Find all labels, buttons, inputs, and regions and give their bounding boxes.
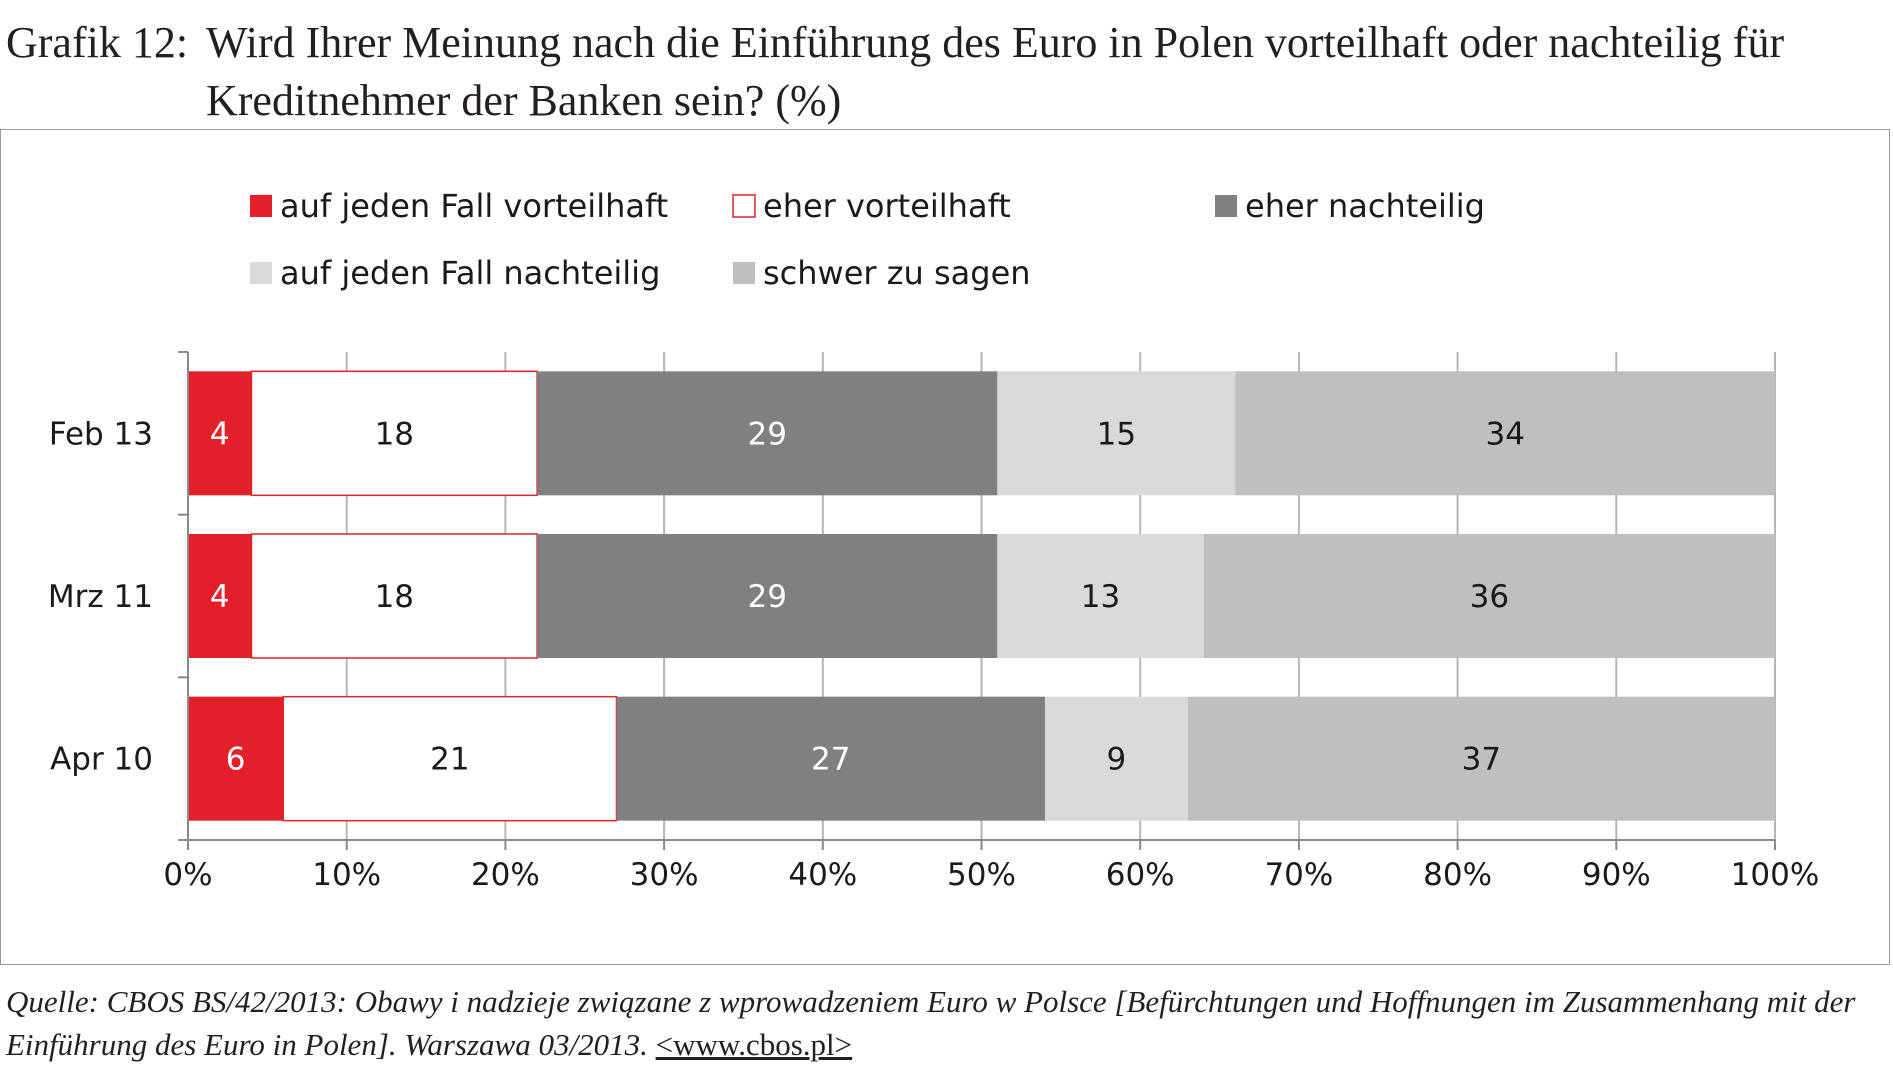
bar-segment [282, 695, 618, 822]
category-label: Feb 13 [49, 416, 153, 452]
bar-segment [1187, 696, 1775, 821]
bar-segment [1044, 696, 1188, 821]
bar-value-label: 4 [210, 416, 230, 452]
bar-segment [250, 370, 538, 497]
stacked-bar-chart: auf jeden Fall vorteilhaft eher vorteilha… [48, 187, 1820, 893]
bar-value-label: 9 [1107, 742, 1127, 778]
bar-value-label: 37 [1462, 742, 1501, 778]
legend-label: auf jeden Fall vorteilhaft [280, 187, 668, 225]
x-tick-label: 0% [163, 857, 212, 893]
bar-segment [537, 534, 998, 658]
bar-segment [250, 533, 538, 659]
legend-swatch [1215, 195, 1237, 217]
legend-swatch [250, 195, 272, 217]
legend-label: auf jeden Fall nachteilig [280, 254, 660, 292]
legend-label: eher nachteilig [1245, 187, 1485, 225]
bar-segment [188, 696, 284, 821]
bar-value-label: 15 [1097, 416, 1136, 452]
x-tick-label: 100% [1731, 857, 1820, 893]
bars: 4 18 29 15 34 4 18 29 13 36 6 21 27 9 37 [188, 370, 1775, 822]
x-tick-label: 10% [312, 857, 381, 893]
figure-title: Wird Ihrer Meinung nach die Einführung d… [206, 18, 1785, 125]
bar-value-label: 36 [1470, 579, 1509, 615]
bar-value-label: 18 [375, 416, 414, 452]
axes: 0% 10% 20% 30% 40% 50% 60% 70% 80% 90% 100% Feb 13 M… [48, 351, 1820, 893]
source-text: Quelle: CBOS BS/42/2013: Obawy i nadziej… [6, 984, 1856, 1062]
x-tick-label: 60% [1106, 857, 1175, 893]
bar-value-label: 27 [811, 742, 850, 778]
bar-segment [997, 371, 1236, 496]
x-tick-label: 70% [1264, 857, 1333, 893]
bar-value-label: 6 [226, 742, 246, 778]
bar-segment [616, 696, 1045, 821]
x-tick-label: 30% [630, 857, 699, 893]
bar-value-label: 29 [748, 416, 787, 452]
bar-value-label: 4 [210, 579, 230, 615]
bar-segment [537, 371, 998, 496]
bar-segment [997, 534, 1204, 658]
source-note: Quelle: CBOS BS/42/2013: Obawy i nadziej… [6, 980, 1886, 1066]
x-tick-label: 50% [947, 857, 1016, 893]
x-tick-label: 90% [1582, 857, 1651, 893]
legend-swatch [250, 262, 272, 284]
legend-label: eher vorteilhaft [763, 187, 1011, 225]
legend-swatch [732, 194, 756, 218]
legend: auf jeden Fall vorteilhaft eher vorteilha… [250, 187, 1485, 292]
bar-value-label: 34 [1485, 416, 1524, 452]
bar-value-label: 29 [748, 579, 787, 615]
category-label: Apr 10 [50, 742, 153, 778]
figure-number: Grafik 12: [6, 18, 189, 67]
bar-value-label: 13 [1081, 579, 1120, 615]
legend-swatch [733, 262, 755, 284]
category-label: Mrz 11 [48, 579, 153, 615]
x-tick-label: 20% [471, 857, 540, 893]
x-tick-label: 80% [1423, 857, 1492, 893]
legend-label: schwer zu sagen [763, 254, 1031, 292]
source-link[interactable]: <www.cbos.pl> [655, 1027, 853, 1062]
bar-segment [188, 534, 252, 658]
bar-segment [1235, 371, 1775, 496]
bar-value-label: 21 [430, 742, 469, 778]
x-tick-label: 40% [788, 857, 857, 893]
bar-value-label: 18 [375, 579, 414, 615]
bar-segment [1203, 534, 1775, 658]
bar-segment [188, 371, 252, 496]
